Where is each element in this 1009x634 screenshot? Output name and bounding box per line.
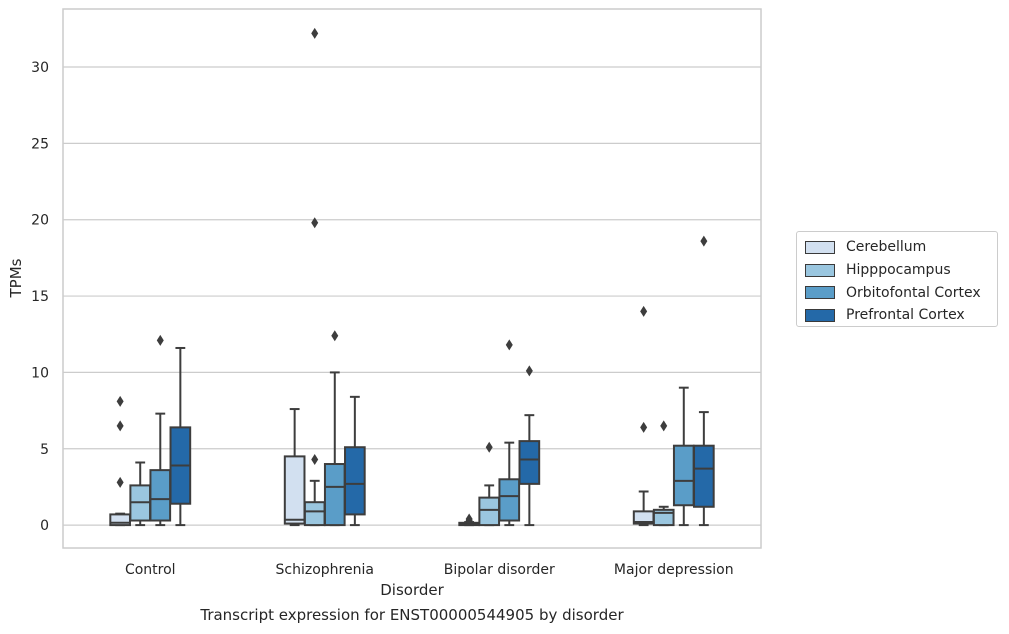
y-tick-label: 0 [40,518,49,534]
box-prefrontal-cortex [169,346,192,527]
y-tick-label: 20 [31,213,49,229]
outlier-point [465,513,473,525]
x-tick-label: Control [125,562,176,578]
outlier-point [660,420,668,432]
box-prefrontal-cortex [344,395,366,527]
box-orbitofontal-cortex [149,334,172,527]
box-hipppocampus [652,420,675,527]
outlier-point [640,305,648,317]
box-hipppocampus [129,461,152,527]
box-iqr [498,478,521,522]
outlier-point [116,395,124,407]
box-prefrontal-cortex [693,235,715,527]
legend-item: Hipppocampus [805,259,997,282]
y-axis-title: TPMs [7,258,25,298]
box-iqr [283,455,306,525]
legend-item: Orbitofontal Cortex [805,281,997,304]
box-iqr [672,444,695,507]
legend-label: Hipppocampus [846,262,951,279]
box-cerebellum [632,305,655,527]
box-iqr [518,440,541,485]
y-tick-label: 5 [40,442,49,458]
x-tick-label: Major depression [614,562,734,578]
y-axis-ticks: 0 5 10 15 20 25 30 [31,60,49,534]
y-tick-label: 30 [31,60,49,76]
outlier-point [525,365,533,377]
box-orbitofontal-cortex [672,386,695,527]
plot-area-frame [62,8,762,549]
x-axis-title: Disorder [380,581,444,599]
box-orbitofontal-cortex [498,339,521,527]
outlier-point [311,27,319,39]
box-hipppocampus [303,27,326,527]
chart-caption: Transcript expression for ENST0000054490… [200,606,624,624]
box-orbitofontal-cortex [323,330,346,527]
box-cerebellum [283,408,306,527]
outlier-point [116,420,124,432]
outlier-point [640,421,648,433]
box-iqr [323,463,346,527]
outlier-point [505,339,513,351]
box-series-layer [109,27,715,527]
outlier-point [311,217,319,229]
outlier-point [116,476,124,488]
legend-swatch [805,308,835,322]
x-axis-ticks: Control Schizophrenia Bipolar disorder Majo… [125,562,734,578]
outlier-point [331,330,339,342]
outlier-point [156,334,164,346]
legend-item: Cerebellum [805,236,997,259]
legend-swatch [805,263,835,277]
legend: Cerebellum Hipppocampus Orbitofontal Corte… [796,231,998,327]
y-tick-label: 25 [31,136,49,152]
box-cerebellum [109,395,131,527]
grid-lines [63,66,761,526]
outlier-point [485,441,493,453]
legend-swatch [805,240,835,254]
x-tick-label: Bipolar disorder [444,562,555,578]
legend-label: Cerebellum [846,239,927,256]
box-hipppocampus [478,441,501,527]
legend-item: Prefrontal Cortex [805,304,997,327]
outlier-point [700,235,708,247]
y-tick-label: 10 [31,365,49,381]
legend-swatch [805,286,835,300]
box-iqr [478,496,501,527]
box-iqr [693,444,715,508]
box-iqr [149,469,172,522]
box-cerebellum [458,513,480,527]
box-iqr [303,501,326,527]
box-prefrontal-cortex [518,365,541,527]
box-iqr [344,446,366,516]
legend-label: Prefrontal Cortex [846,307,965,324]
y-tick-label: 15 [31,289,49,305]
outlier-point [311,453,319,465]
legend-label: Orbitofontal Cortex [846,284,981,301]
x-tick-label: Schizophrenia [276,562,374,578]
